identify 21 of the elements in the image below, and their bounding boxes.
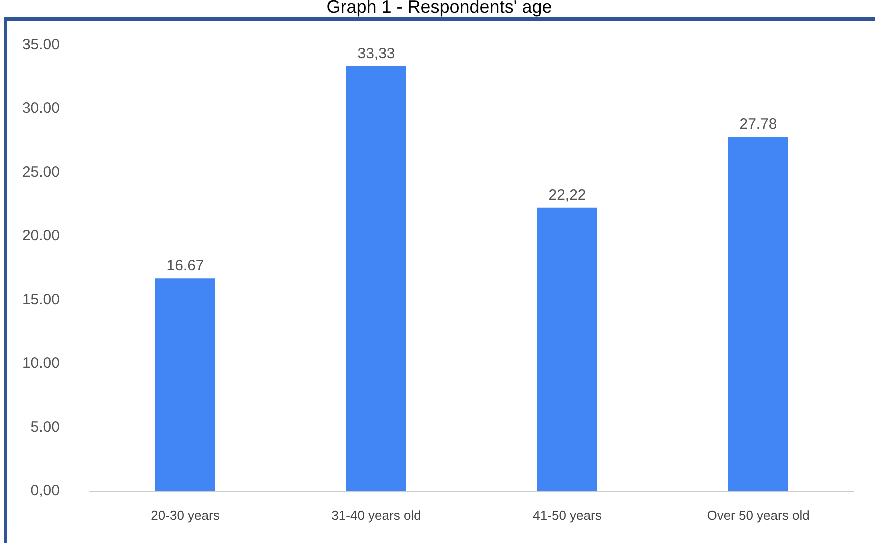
bar bbox=[728, 137, 788, 491]
y-tick-label: 35.00 bbox=[22, 36, 60, 54]
bar bbox=[538, 208, 598, 491]
data-label: 16.67 bbox=[166, 258, 204, 275]
data-label: 27.78 bbox=[740, 116, 778, 134]
data-label: 22,22 bbox=[548, 186, 586, 204]
x-tick-label: Over 50 years old bbox=[707, 508, 810, 523]
y-tick-label: 30.00 bbox=[22, 100, 60, 118]
y-tick-label: 20.00 bbox=[22, 228, 60, 245]
x-tick-label: 31-40 years old bbox=[332, 508, 422, 523]
y-tick-label: 0,00 bbox=[30, 482, 60, 500]
y-tick-label: 10.00 bbox=[22, 355, 60, 372]
x-tick-label: 20-30 years bbox=[151, 508, 220, 523]
bar bbox=[346, 66, 406, 491]
data-label: 33,33 bbox=[358, 45, 396, 62]
y-tick-label: 25.00 bbox=[22, 164, 60, 181]
y-tick-label: 15.00 bbox=[22, 291, 60, 308]
bar bbox=[156, 278, 216, 491]
y-tick-label: 5.00 bbox=[30, 418, 60, 436]
x-tick-label: 41-50 years bbox=[533, 508, 602, 523]
chart-title: Graph 1 - Respondents' age bbox=[326, 0, 554, 17]
